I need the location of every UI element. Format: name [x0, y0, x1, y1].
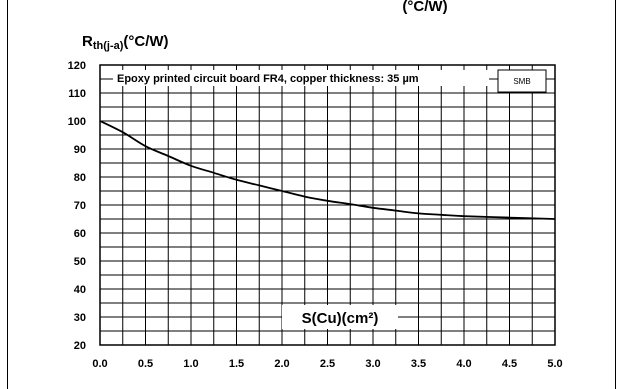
y-tick-label: 80	[74, 172, 86, 184]
x-tick-label: 3.0	[365, 358, 380, 370]
y-tick-label: 90	[74, 144, 86, 156]
chart-frame	[7, 0, 616, 389]
smb-badge	[497, 69, 547, 93]
x-tick-label: 5.0	[547, 358, 562, 370]
annotation-background	[113, 70, 489, 86]
y-tick-label: 120	[68, 60, 86, 72]
series-group	[99, 120, 556, 220]
x-tick-label: 1.0	[183, 358, 198, 370]
y-tick-labels: 20 30 40 50 60 70 80 90 100 110 120	[68, 60, 86, 352]
x-tick-labels: 0.0 0.5 1.0 1.5 2.0 2.5 3.0 3.5 4.0 4.5 5.0	[92, 358, 562, 370]
x-tick-label: 2.0	[274, 358, 289, 370]
plot-border	[99, 64, 556, 346]
y-axis-title: Rth(j-a)(°C/W)	[82, 33, 169, 52]
series-line	[99, 120, 556, 220]
x-tick-label: 0.5	[138, 358, 153, 370]
y-tick-label: 40	[74, 284, 86, 296]
y-tick-label: 110	[68, 88, 86, 100]
y-tick-label: 70	[74, 200, 86, 212]
x-tick-label: 1.5	[229, 358, 244, 370]
annotation-text: Epoxy printed circuit board FR4, copper …	[117, 73, 419, 85]
y-tick-label: 20	[74, 340, 86, 352]
y-tick-label: 50	[74, 256, 86, 268]
x-tick-label: 0.0	[92, 358, 107, 370]
grid	[99, 64, 556, 346]
smb-badge-label: SMB	[513, 77, 530, 86]
y-tick-label: 60	[74, 228, 86, 240]
x-tick-label: 4.0	[456, 358, 471, 370]
y-tick-label: 30	[74, 312, 86, 324]
top-cut-text: (°C/W)	[402, 0, 447, 15]
x-tick-label: 3.5	[411, 358, 426, 370]
x-axis-title: S(Cu)(cm²)	[302, 310, 379, 327]
x-tick-label: 2.5	[320, 358, 335, 370]
x-axis-title-background	[282, 305, 398, 329]
y-tick-label: 100	[68, 116, 86, 128]
x-tick-label: 4.5	[502, 358, 517, 370]
